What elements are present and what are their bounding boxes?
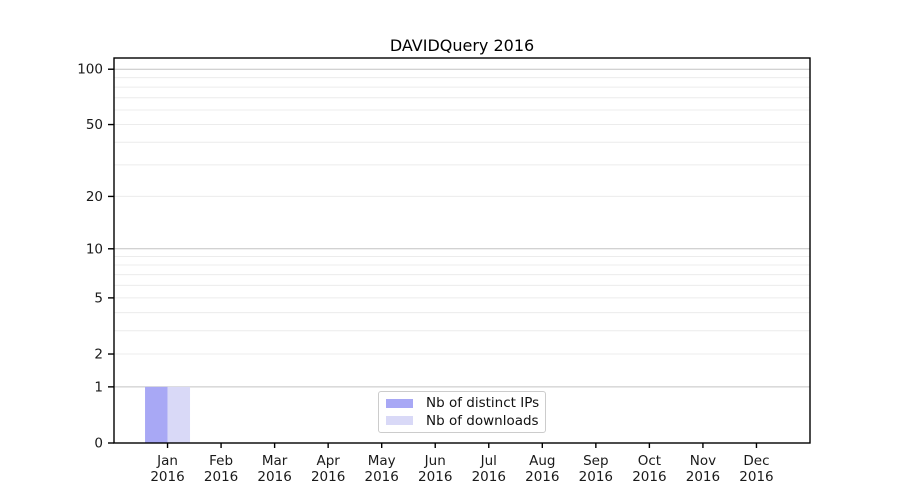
x-tick-label-month: Nov [690,453,716,469]
legend-swatch-downloads [386,416,413,426]
legend-item-downloads: Nb of downloads [386,412,539,429]
x-tick-label-year: 2016 [525,469,559,485]
x-tick-label-month: Feb [209,453,233,469]
y-tick-label: 50 [86,117,103,133]
x-tick-label-month: Jul [480,453,497,469]
y-tick-label: 5 [94,290,103,306]
x-tick-label-year: 2016 [418,469,452,485]
x-tick-label-month: Oct [638,453,661,469]
x-tick-label-month: Aug [529,453,555,469]
x-tick-label-month: Apr [316,453,340,469]
x-tick-label-month: May [368,453,396,469]
y-tick-label: 1 [94,379,103,395]
x-tick-label-month: Sep [583,453,608,469]
y-tick-label: 10 [86,241,103,257]
legend-label-distinct-ips: Nb of distinct IPs [426,395,540,412]
x-tick-label-month: Dec [743,453,769,469]
x-tick-label-year: 2016 [204,469,238,485]
bar-jan-series1 [167,386,191,443]
x-tick-label-month: Jan [156,453,178,469]
x-tick-label-year: 2016 [150,469,184,485]
y-tick-label: 100 [77,62,103,78]
bar-jan-series0 [145,386,168,443]
legend-item-distinct-ips: Nb of distinct IPs [386,395,540,412]
y-tick-label: 2 [94,347,103,363]
x-tick-label-year: 2016 [739,469,773,485]
legend-swatch-distinct-ips [386,398,413,408]
x-tick-label-year: 2016 [686,469,720,485]
x-tick-label-year: 2016 [365,469,399,485]
chart-title: DAVIDQuery 2016 [389,36,535,55]
x-tick-label-year: 2016 [311,469,345,485]
x-tick-label-year: 2016 [632,469,666,485]
x-tick-label-month: Jun [424,453,446,469]
x-tick-label-year: 2016 [257,469,291,485]
x-tick-label-year: 2016 [579,469,613,485]
legend-label-downloads: Nb of downloads [426,412,539,429]
plot-border [113,57,811,444]
y-tick-label: 0 [94,436,103,452]
x-tick-label-month: Mar [262,453,288,469]
y-tick-label: 20 [86,189,103,205]
legend: Nb of distinct IPs Nb of downloads [378,391,546,433]
x-tick-label-year: 2016 [472,469,506,485]
